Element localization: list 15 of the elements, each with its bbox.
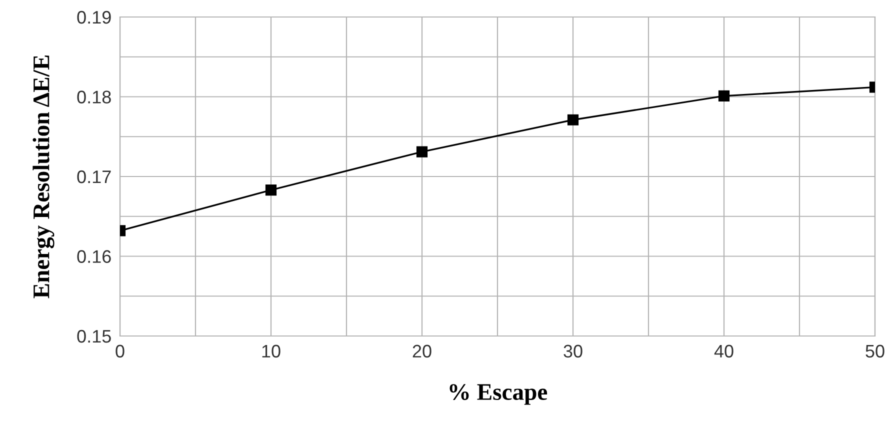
x-tick-label: 0 — [116, 344, 124, 358]
x-tick-label: 20 — [412, 344, 432, 358]
y-tick-label: 0.16 — [77, 250, 111, 263]
x-tick-label: 30 — [564, 344, 582, 358]
y-tick-label: 0.19 — [77, 10, 111, 24]
x-tick-label: 50 — [866, 344, 884, 358]
y-tick-label: 0.17 — [77, 170, 111, 184]
y-axis-title: Energy Resolution ΔE/E — [32, 56, 54, 298]
y-tick-label: 0.15 — [77, 330, 111, 343]
x-tick-label: 40 — [714, 344, 734, 358]
x-axis-title: % Escape — [450, 384, 548, 405]
x-tick-label: 10 — [262, 344, 280, 358]
point — [416, 146, 428, 158]
point — [567, 114, 579, 126]
y-tick-label: 0.18 — [77, 90, 111, 104]
